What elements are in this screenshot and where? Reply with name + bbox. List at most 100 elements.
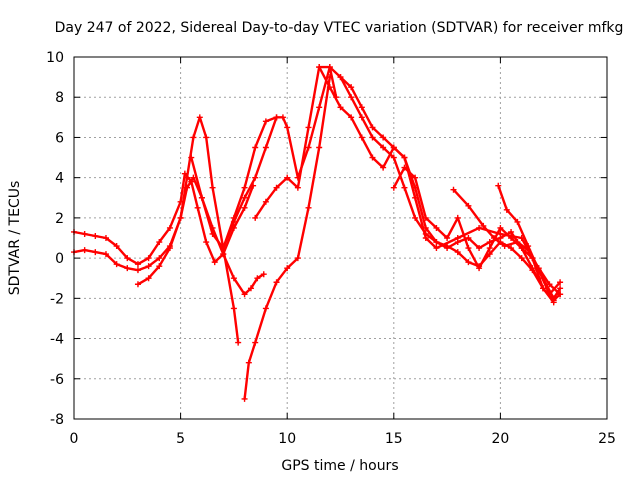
x-tick-label: 5 bbox=[176, 431, 185, 447]
data-point bbox=[326, 64, 333, 71]
data-point bbox=[166, 245, 173, 252]
data-point bbox=[190, 134, 197, 141]
data-point bbox=[284, 265, 291, 272]
series-line bbox=[72, 172, 255, 266]
data-point bbox=[326, 74, 333, 81]
data-point bbox=[245, 359, 252, 366]
series-line bbox=[452, 188, 562, 296]
x-axis-label: GPS time / hours bbox=[281, 458, 398, 474]
data-point bbox=[380, 134, 387, 141]
data-point bbox=[422, 230, 429, 237]
data-point bbox=[203, 134, 210, 141]
data-point bbox=[92, 232, 99, 239]
data-point bbox=[412, 174, 419, 181]
chart-title: Day 247 of 2022, Sidereal Day-to-day VTE… bbox=[55, 20, 624, 36]
data-point bbox=[390, 184, 397, 191]
x-tick-label: 0 bbox=[70, 431, 79, 447]
data-point bbox=[252, 144, 259, 151]
data-point bbox=[145, 255, 152, 262]
data-point bbox=[465, 202, 472, 209]
data-point bbox=[220, 251, 227, 258]
y-tick-label: 0 bbox=[55, 251, 64, 267]
data-point bbox=[390, 144, 397, 151]
data-point bbox=[209, 224, 216, 231]
data-point bbox=[316, 104, 323, 111]
y-tick-label: -4 bbox=[50, 332, 64, 348]
data-point bbox=[194, 204, 201, 211]
data-point bbox=[279, 114, 286, 121]
data-point bbox=[211, 259, 218, 266]
data-point bbox=[348, 114, 355, 121]
data-point bbox=[503, 206, 510, 213]
data-point bbox=[284, 174, 291, 181]
data-point bbox=[412, 214, 419, 221]
data-point bbox=[156, 255, 163, 262]
data-point bbox=[476, 265, 483, 272]
gridlines bbox=[74, 57, 607, 419]
data-point bbox=[262, 144, 269, 151]
x-tick-labels: 0 5 10 15 20 25 bbox=[70, 431, 616, 447]
data-point bbox=[203, 239, 210, 246]
x-tick-label: 15 bbox=[385, 431, 403, 447]
data-point bbox=[358, 114, 365, 121]
data-point bbox=[305, 204, 312, 211]
data-point bbox=[337, 104, 344, 111]
data-point bbox=[422, 214, 429, 221]
data-point bbox=[113, 261, 120, 268]
series-line bbox=[339, 75, 562, 302]
series-pass-f bbox=[241, 74, 333, 402]
data-point bbox=[546, 281, 553, 288]
data-point bbox=[433, 245, 440, 252]
data-point bbox=[497, 224, 504, 231]
data-point bbox=[529, 265, 536, 272]
data-point bbox=[252, 339, 259, 346]
series-pass-e bbox=[220, 64, 340, 252]
data-point bbox=[508, 228, 515, 235]
y-tick-label: 6 bbox=[55, 130, 64, 146]
data-point bbox=[514, 218, 521, 225]
data-point bbox=[81, 230, 88, 237]
data-point bbox=[124, 255, 131, 262]
data-point bbox=[156, 263, 163, 270]
data-point bbox=[273, 184, 280, 191]
data-point bbox=[252, 174, 259, 181]
data-point bbox=[433, 239, 440, 246]
data-point bbox=[550, 299, 557, 306]
data-point bbox=[476, 224, 483, 231]
data-point bbox=[241, 395, 248, 402]
data-point bbox=[177, 214, 184, 221]
data-point bbox=[183, 174, 190, 181]
data-point bbox=[476, 245, 483, 252]
data-point bbox=[316, 64, 323, 71]
data-point bbox=[124, 265, 131, 272]
data-point bbox=[198, 194, 205, 201]
data-point bbox=[546, 291, 553, 298]
data-point bbox=[369, 134, 376, 141]
data-point bbox=[557, 285, 564, 292]
y-tick-label: -2 bbox=[50, 291, 64, 307]
data-point bbox=[294, 184, 301, 191]
data-point bbox=[134, 261, 141, 268]
data-point bbox=[465, 259, 472, 266]
y-axis-label: SDTVAR / TECUs bbox=[7, 181, 23, 296]
series-pass-l bbox=[495, 182, 564, 298]
series-pass-a bbox=[71, 170, 257, 268]
data-point bbox=[247, 285, 254, 292]
data-point bbox=[260, 271, 267, 278]
data-point bbox=[156, 239, 163, 246]
data-point bbox=[294, 255, 301, 262]
data-point bbox=[454, 239, 461, 246]
data-point bbox=[305, 144, 312, 151]
data-point bbox=[495, 182, 502, 189]
series-pass-d bbox=[188, 154, 267, 298]
data-point bbox=[422, 224, 429, 231]
data-point bbox=[254, 275, 261, 282]
y-tick-label: 8 bbox=[55, 90, 64, 106]
data-point bbox=[102, 235, 109, 241]
data-point bbox=[501, 243, 508, 250]
data-point bbox=[514, 239, 521, 246]
data-point bbox=[145, 275, 152, 282]
data-point bbox=[444, 235, 451, 241]
